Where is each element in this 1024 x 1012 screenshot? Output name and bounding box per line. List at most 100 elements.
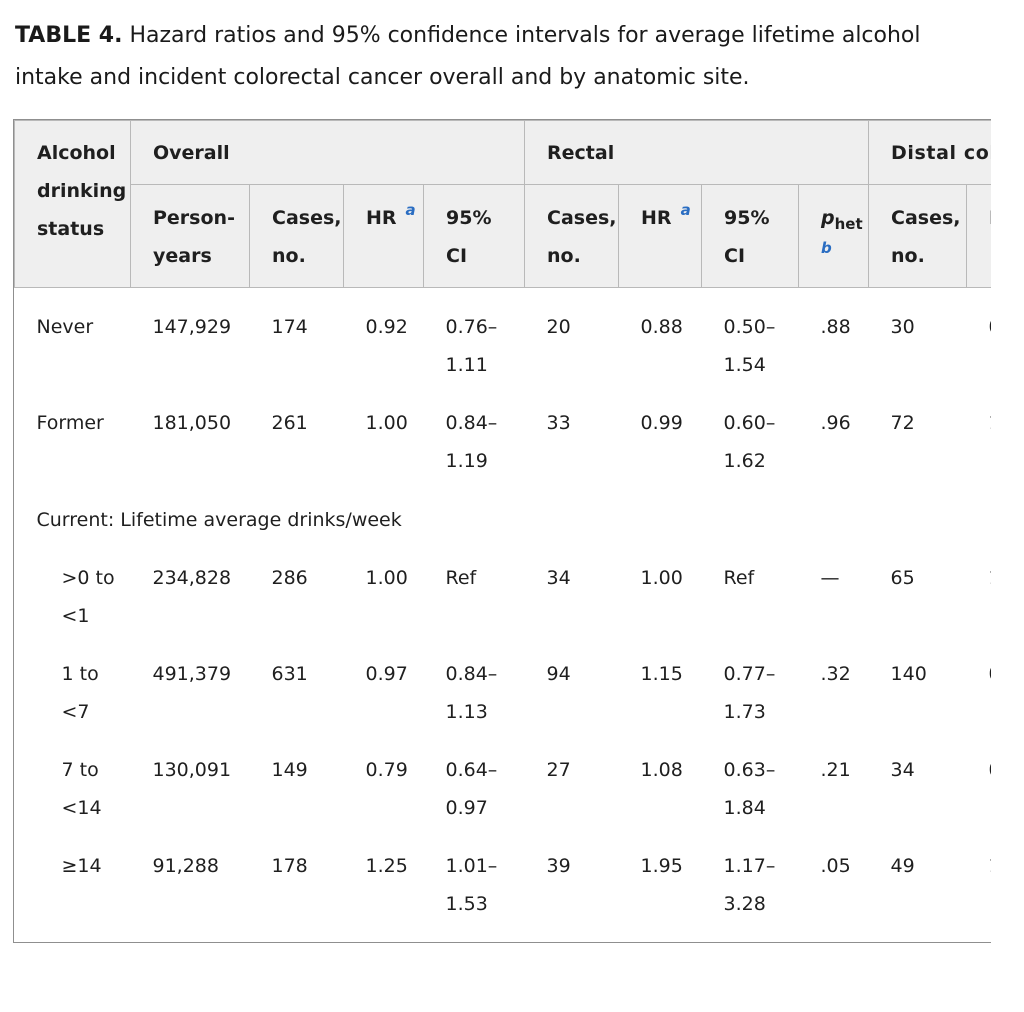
data-cell: 39 [546, 855, 571, 877]
group-header-distal-colon: Distal colon [868, 120, 991, 185]
table-caption-label: TABLE 4. [15, 23, 123, 48]
stub-cell: Never [36, 316, 94, 338]
data-cell: 1.00 [365, 412, 408, 434]
data-cell: 65 [890, 567, 915, 589]
data-cell: 1 [967, 827, 991, 942]
data-cell: 33 [546, 412, 571, 434]
table-scroll-clip: Alcohol drinking status Overall Rectal D… [13, 119, 991, 943]
col-header-cases-rectal: Cases, no. [524, 184, 620, 288]
data-cell: .88 [820, 316, 851, 338]
data-cell: 0.99 [640, 412, 683, 434]
col-header-ci-overall: 95% CI [422, 184, 526, 288]
data-cell: 140 [890, 663, 927, 685]
stub-header: Alcohol drinking status [14, 120, 131, 288]
table-header: Alcohol drinking status Overall Rectal D… [14, 120, 991, 288]
col-header-cases-distal: Cases, no. [868, 184, 968, 288]
data-cell: 1 [967, 539, 991, 635]
table-body: Never 147,929 174 0.92 0.76–1.11 20 0.88… [15, 288, 992, 943]
group-header-row: Alcohol drinking status Overall Rectal D… [14, 120, 991, 288]
table-caption: TABLE 4. Hazard ratios and 95% confidenc… [15, 15, 955, 99]
data-cell: 286 [271, 567, 308, 589]
col-header-cases-overall: Cases, no. [249, 184, 344, 288]
data-cell: 49 [890, 855, 915, 877]
data-cell: 491,379 [152, 663, 232, 685]
data-cell: 0.64–0.97 [445, 759, 498, 819]
section-row-current: Current: Lifetime average drinks/week [15, 480, 992, 539]
data-cell: 1.25 [365, 855, 408, 877]
data-cell: 30 [890, 316, 915, 338]
data-cell: 631 [271, 663, 308, 685]
data-cell: 0 [967, 731, 991, 827]
data-cell: 91,288 [152, 855, 219, 877]
data-cell: 0.79 [365, 759, 408, 781]
stub-cell: >0 to <1 [61, 567, 115, 627]
data-cell: 147,929 [152, 316, 232, 338]
data-cell: 0.50–1.54 [723, 316, 776, 376]
data-cell: 149 [271, 759, 308, 781]
data-cell: 0.76–1.11 [445, 316, 498, 376]
data-cell: 1.08 [640, 759, 683, 781]
data-cell: 0.84–1.19 [445, 412, 498, 472]
data-cell: 34 [890, 759, 915, 781]
group-header-overall: Overall [129, 120, 526, 185]
data-cell: 0.97 [365, 663, 408, 685]
group-header-distal-colon-label: Distal colon [891, 142, 991, 164]
table-caption-text: Hazard ratios and 95% confidence interva… [15, 23, 921, 90]
col-header-hr-rectal: HR a [618, 184, 703, 288]
table-row-former: Former 181,050 261 1.00 0.84–1.19 33 0.9… [15, 384, 992, 480]
data-cell: 0.63–1.84 [723, 759, 776, 819]
data-cell: — [820, 567, 840, 589]
data-cell: 181,050 [152, 412, 232, 434]
stub-cell: Former [36, 412, 104, 434]
data-cell: 130,091 [152, 759, 232, 781]
data-cell: Ref [723, 567, 755, 589]
data-cell: Ref [445, 567, 477, 589]
data-cell: 0 [967, 288, 991, 385]
data-cell: 1.00 [640, 567, 683, 589]
table-row-ge14: ≥14 91,288 178 1.25 1.01–1.53 39 1.95 1.… [15, 827, 992, 942]
data-cell: 178 [271, 855, 308, 877]
table-row-never: Never 147,929 174 0.92 0.76–1.11 20 0.88… [15, 288, 992, 385]
col-header-ci-rectal: 95% CI [701, 184, 800, 288]
data-cell: .32 [820, 663, 851, 685]
table-row-1-lt7: 1 to <7 491,379 631 0.97 0.84–1.13 94 1.… [15, 635, 992, 731]
col-header-person-years: Person-years [130, 184, 250, 288]
column-header-row: Person-years Cases, no. HR a 95% CI Cases… [15, 184, 991, 288]
hazard-ratio-table: Alcohol drinking status Overall Rectal D… [14, 120, 991, 942]
footnote-a-marker: a [405, 200, 416, 219]
data-cell: 0.92 [365, 316, 408, 338]
footnote-b-marker: b [821, 238, 832, 257]
data-cell: 72 [890, 412, 915, 434]
data-cell: 94 [546, 663, 571, 685]
data-cell: 0.88 [640, 316, 683, 338]
data-cell: 0.60–1.62 [723, 412, 776, 472]
data-cell: 234,828 [152, 567, 232, 589]
page: TABLE 4. Hazard ratios and 95% confidenc… [13, 15, 991, 943]
stub-cell: 1 to <7 [61, 663, 99, 723]
data-cell: 0 [967, 635, 991, 731]
data-cell: .05 [820, 855, 851, 877]
data-cell: 1.01–1.53 [445, 855, 498, 915]
data-cell: 261 [271, 412, 308, 434]
table-row-gt0-lt1: >0 to <1 234,828 286 1.00 Ref 34 1.00 Re… [15, 539, 992, 635]
group-header-rectal: Rectal [524, 120, 870, 185]
stub-cell: ≥14 [61, 855, 102, 877]
data-cell: 0.77–1.73 [723, 663, 776, 723]
data-cell: 1.95 [640, 855, 683, 877]
data-cell: 0.84–1.13 [445, 663, 498, 723]
section-label: Current: Lifetime average drinks/week [36, 509, 402, 531]
data-cell: .96 [820, 412, 851, 434]
col-header-hr-distal: HRa [966, 184, 991, 288]
data-cell: .21 [820, 759, 851, 781]
data-cell: 1.15 [640, 663, 683, 685]
data-cell: 174 [271, 316, 308, 338]
data-cell: 34 [546, 567, 571, 589]
data-cell: 27 [546, 759, 571, 781]
footnote-a-marker: a [680, 200, 691, 219]
table-row-7-lt14: 7 to <14 130,091 149 0.79 0.64–0.97 27 1… [15, 731, 992, 827]
stub-cell: 7 to <14 [61, 759, 102, 819]
data-cell: 1 [967, 384, 991, 480]
col-header-p-het: phet b [798, 184, 870, 288]
data-cell: 1.00 [365, 567, 408, 589]
data-cell: 20 [546, 316, 571, 338]
